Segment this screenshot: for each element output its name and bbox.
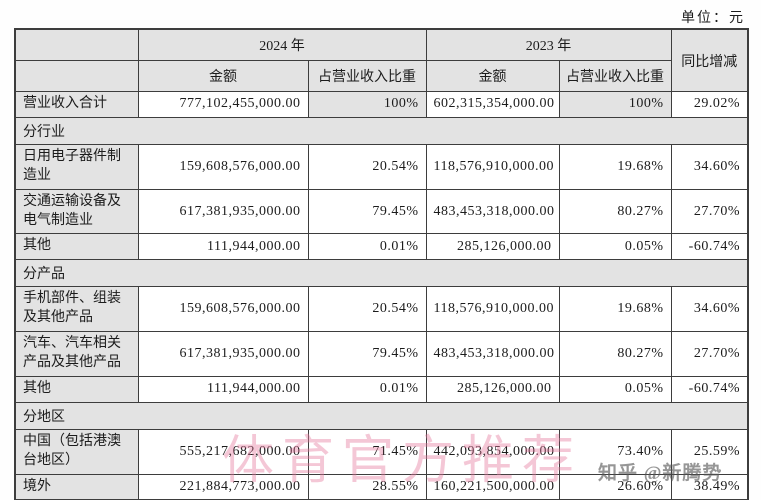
section-row-industry: 分行业 — [14, 116, 749, 145]
table-row: 其他 111,944,000.00 0.01% 285,126,000.00 0… — [14, 375, 749, 403]
proportion-2023: 80.27% — [558, 188, 672, 235]
amount-2024: 777,102,455,000.00 — [137, 91, 309, 118]
revenue-breakdown-table: 2024 年 2023 年 同比增减 金额 占营业收入比重 金额 占营业收入比重… — [14, 28, 749, 500]
yoy-value: 29.02% — [670, 91, 749, 118]
proportion-2024: 20.54% — [307, 143, 427, 190]
section-row-product: 分产品 — [14, 259, 749, 288]
header-proportion-2023: 占营业收入比重 — [558, 60, 672, 92]
yoy-value: -60.74% — [670, 375, 749, 403]
header-row-years: 2024 年 2023 年 同比增减 — [14, 28, 749, 92]
proportion-2023: 19.68% — [558, 143, 672, 190]
table-row: 日用电子器件制造业 159,608,576,000.00 20.54% 118,… — [14, 143, 749, 190]
yoy-value: 27.70% — [670, 188, 749, 235]
yoy-value: 34.60% — [670, 286, 749, 333]
amount-2024: 111,944,000.00 — [137, 233, 309, 261]
amount-2023: 118,576,910,000.00 — [425, 143, 560, 190]
amount-2024: 159,608,576,000.00 — [137, 286, 309, 333]
header-amount-2024: 金额 — [137, 60, 309, 92]
row-label: 手机部件、组装及其他产品 — [14, 286, 139, 333]
yoy-value: 25.59% — [670, 428, 749, 475]
header-2024: 2024 年 — [137, 28, 427, 61]
amount-2024: 159,608,576,000.00 — [137, 143, 309, 190]
corner-cell — [14, 28, 139, 61]
header-yoy: 同比增减 — [670, 28, 749, 92]
header-proportion-2024: 占营业收入比重 — [307, 60, 427, 92]
proportion-2024: 79.45% — [307, 331, 427, 377]
amount-2024: 221,884,773,000.00 — [137, 473, 309, 500]
table-row: 手机部件、组装及其他产品 159,608,576,000.00 20.54% 1… — [14, 286, 749, 333]
row-label: 交通运输设备及电气制造业 — [14, 188, 139, 235]
yoy-value: 27.70% — [670, 331, 749, 377]
proportion-2023: 0.05% — [558, 233, 672, 261]
amount-2024: 555,217,682,000.00 — [137, 428, 309, 475]
row-label: 日用电子器件制造业 — [14, 143, 139, 190]
yoy-value: 38.49% — [670, 473, 749, 500]
table-row: 境外 221,884,773,000.00 28.55% 160,221,500… — [14, 473, 749, 500]
section-title: 分产品 — [14, 259, 749, 288]
proportion-2024: 71.45% — [307, 428, 427, 475]
amount-2023: 285,126,000.00 — [425, 233, 560, 261]
proportion-2024: 28.55% — [307, 473, 427, 500]
row-label: 营业收入合计 — [14, 91, 139, 118]
table-row: 汽车、汽车相关产品及其他产品 617,381,935,000.00 79.45%… — [14, 331, 749, 377]
row-label: 境外 — [14, 473, 139, 500]
proportion-2023: 80.27% — [558, 331, 672, 377]
amount-2023: 602,315,354,000.00 — [425, 91, 560, 118]
header-2023: 2023 年 — [425, 28, 672, 61]
amount-2023: 160,221,500,000.00 — [425, 473, 560, 500]
header-row-metrics: 金额 占营业收入比重 金额 占营业收入比重 — [14, 60, 748, 92]
table-row-total: 营业收入合计 777,102,455,000.00 100% 602,315,3… — [14, 91, 749, 118]
table-row: 中国（包括港澳台地区） 555,217,682,000.00 71.45% 44… — [14, 428, 749, 475]
amount-2024: 617,381,935,000.00 — [137, 188, 309, 235]
yoy-value: 34.60% — [670, 143, 749, 190]
proportion-2024: 79.45% — [307, 188, 427, 235]
amount-2024: 617,381,935,000.00 — [137, 331, 309, 377]
row-label: 其他 — [14, 233, 139, 261]
amount-2023: 118,576,910,000.00 — [425, 286, 560, 333]
amount-2023: 483,453,318,000.00 — [425, 188, 560, 235]
row-label: 中国（包括港澳台地区） — [14, 428, 139, 475]
amount-2023: 442,093,854,000.00 — [425, 428, 560, 475]
proportion-2023: 73.40% — [558, 428, 672, 475]
section-title: 分地区 — [14, 401, 749, 430]
header-amount-2023: 金额 — [425, 60, 560, 92]
proportion-2024: 0.01% — [307, 233, 427, 261]
proportion-2023: 100% — [558, 91, 672, 118]
proportion-2023: 0.05% — [558, 375, 672, 403]
proportion-2023: 19.68% — [558, 286, 672, 333]
row-label: 汽车、汽车相关产品及其他产品 — [14, 331, 139, 377]
proportion-2024: 100% — [307, 91, 427, 118]
table-row: 其他 111,944,000.00 0.01% 285,126,000.00 0… — [14, 233, 749, 261]
amount-2023: 483,453,318,000.00 — [425, 331, 560, 377]
amount-2024: 111,944,000.00 — [137, 375, 309, 403]
proportion-2024: 20.54% — [307, 286, 427, 333]
table-row: 交通运输设备及电气制造业 617,381,935,000.00 79.45% 4… — [14, 188, 749, 235]
proportion-2023: 26.60% — [558, 473, 672, 500]
yoy-value: -60.74% — [670, 233, 749, 261]
row-label: 其他 — [14, 375, 139, 403]
unit-label: 单位：元 — [681, 11, 745, 26]
amount-2023: 285,126,000.00 — [425, 375, 560, 403]
proportion-2024: 0.01% — [307, 375, 427, 403]
corner-cell-2 — [14, 60, 139, 92]
section-title: 分行业 — [14, 116, 749, 145]
section-row-region: 分地区 — [14, 401, 749, 430]
